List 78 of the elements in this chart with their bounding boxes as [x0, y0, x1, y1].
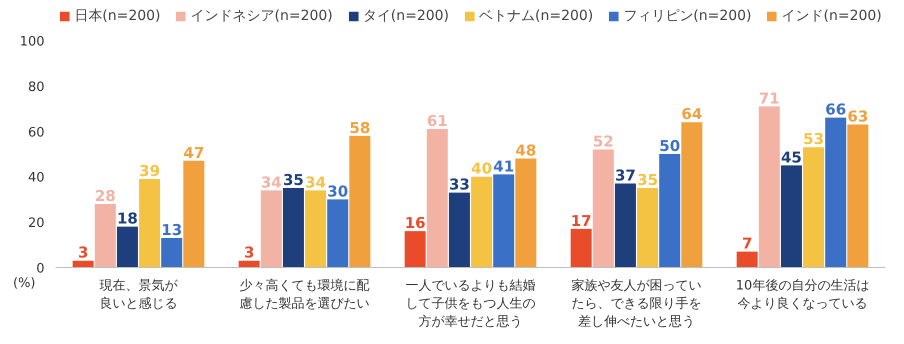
y-tick-label: 0 — [36, 262, 45, 276]
bar — [493, 174, 514, 268]
y-tick-label: 80 — [28, 80, 45, 95]
bar — [515, 158, 536, 268]
data-label: 33 — [448, 176, 470, 194]
data-label: 34 — [260, 173, 282, 192]
x-tick-label: 10年後の自分の生活は今より良くなっている — [736, 278, 870, 312]
bar — [847, 124, 868, 268]
data-label: 52 — [592, 132, 614, 150]
data-label: 39 — [139, 162, 160, 180]
bar — [116, 226, 138, 268]
legend-label: タイ(n=200) — [362, 7, 449, 25]
bar — [825, 118, 846, 268]
data-label: 35 — [282, 171, 304, 190]
data-label: 45 — [780, 148, 802, 166]
data-label: 50 — [659, 137, 680, 155]
data-label: 3 — [244, 244, 254, 262]
y-axis-title: (%) — [13, 275, 36, 293]
data-label: 35 — [637, 171, 658, 190]
data-label: 58 — [349, 118, 370, 137]
bar — [592, 149, 614, 268]
bar — [238, 260, 260, 268]
data-label: 48 — [515, 142, 536, 160]
bar — [471, 176, 492, 268]
data-label: 71 — [758, 89, 780, 108]
bar — [404, 231, 426, 268]
y-tick-label: 60 — [28, 125, 45, 140]
data-label: 63 — [847, 107, 868, 126]
data-label: 7 — [742, 234, 752, 253]
bar — [614, 184, 636, 268]
bar — [448, 192, 470, 268]
bar — [260, 190, 282, 268]
x-tick-label: 家族や友人が困っていたら、できる限り手を差し伸べたいと思う — [572, 278, 702, 330]
bar — [139, 178, 160, 268]
data-label: 53 — [803, 130, 824, 148]
bar — [570, 228, 592, 268]
bar — [72, 260, 94, 268]
legend-label: インドネシア(n=200) — [190, 7, 333, 25]
y-tick-label: 40 — [28, 170, 45, 186]
bar — [681, 122, 702, 268]
y-tick-label: 20 — [28, 216, 45, 232]
bar — [94, 204, 116, 268]
y-tick-label: 100 — [20, 34, 45, 50]
bar — [183, 160, 204, 268]
bar — [659, 154, 680, 268]
bar — [758, 106, 780, 268]
data-label: 37 — [614, 166, 636, 185]
data-label: 41 — [493, 157, 514, 176]
bar — [282, 188, 304, 268]
data-label: 61 — [426, 112, 448, 130]
legend-label: フィリピン(n=200) — [623, 7, 752, 25]
data-label: 34 — [305, 173, 326, 192]
data-label: 66 — [825, 100, 846, 119]
data-label: 28 — [94, 186, 116, 205]
bar — [780, 165, 802, 268]
data-label: 3 — [78, 244, 88, 262]
bar — [161, 238, 182, 268]
data-label: 16 — [404, 214, 426, 232]
x-tick-label: 一人でいるよりも結婚して子供をもつ人生の方が幸せだと思う — [406, 278, 536, 330]
x-tick-label: 少々高くても環境に配慮した製品を選びたい — [240, 278, 370, 312]
data-label: 17 — [570, 212, 592, 230]
bar — [327, 199, 348, 268]
bar — [803, 147, 824, 268]
bar — [426, 129, 448, 268]
bar — [349, 136, 370, 268]
data-label: 18 — [116, 210, 138, 228]
legend-label: インド(n=200) — [782, 7, 882, 25]
data-label: 30 — [327, 182, 348, 200]
bar — [736, 252, 758, 268]
data-label: 40 — [471, 160, 492, 178]
legend-label: 日本(n=200) — [74, 7, 160, 25]
data-label: 47 — [183, 144, 204, 162]
x-tick-label: 現在、景気が良いと感じる — [100, 278, 178, 312]
data-label: 64 — [681, 105, 702, 124]
bar — [637, 188, 658, 268]
data-label: 13 — [161, 220, 182, 239]
legend-label: ベトナム(n=200) — [479, 7, 594, 25]
bar — [305, 190, 326, 268]
